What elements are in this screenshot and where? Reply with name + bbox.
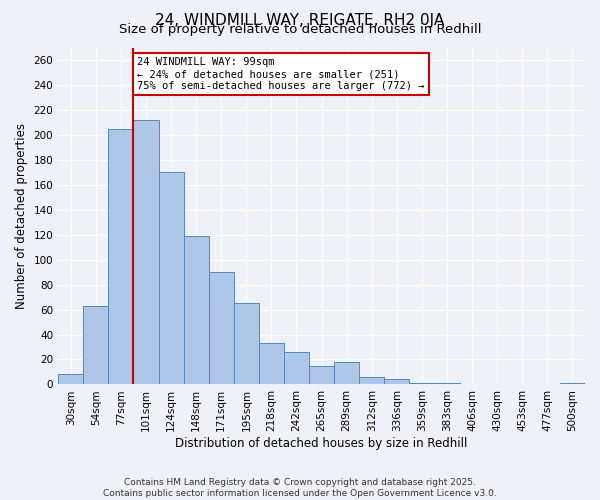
Text: 24, WINDMILL WAY, REIGATE, RH2 0JA: 24, WINDMILL WAY, REIGATE, RH2 0JA [155,12,445,28]
Bar [109,128,133,384]
Bar [359,377,385,384]
Bar [434,383,460,384]
Text: Contains HM Land Registry data © Crown copyright and database right 2025.
Contai: Contains HM Land Registry data © Crown c… [103,478,497,498]
Bar [184,236,209,384]
Text: 24 WINDMILL WAY: 99sqm
← 24% of detached houses are smaller (251)
75% of semi-de: 24 WINDMILL WAY: 99sqm ← 24% of detached… [137,58,425,90]
Text: Size of property relative to detached houses in Redhill: Size of property relative to detached ho… [119,22,481,36]
Bar [234,304,259,384]
Bar [259,344,284,384]
Bar [284,352,309,384]
Bar [309,366,334,384]
Y-axis label: Number of detached properties: Number of detached properties [15,123,28,309]
Bar [209,272,234,384]
Bar [158,172,184,384]
Bar [334,362,359,384]
Bar [58,374,83,384]
Bar [560,383,585,384]
Bar [409,383,434,384]
Bar [133,120,158,384]
Bar [385,380,409,384]
X-axis label: Distribution of detached houses by size in Redhill: Distribution of detached houses by size … [175,437,468,450]
Bar [83,306,109,384]
